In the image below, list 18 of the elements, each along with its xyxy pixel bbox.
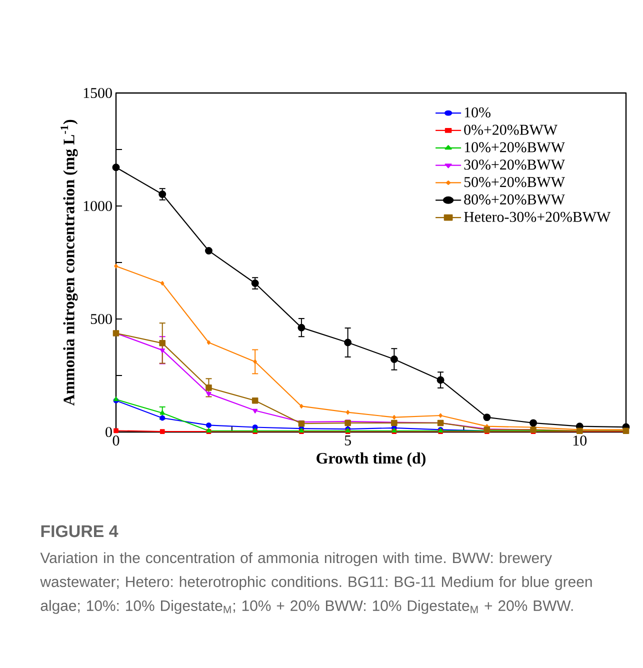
x-tick-label: 10 bbox=[573, 436, 587, 446]
legend-label: 0%+20%BWW bbox=[464, 124, 558, 135]
text: Variation in the concentration of ammonia nitrogen with time. BWW: brewery wastewater; Hetero: heterotrophic conditions. BG11: BG-11 Medium for blue green algae; 10%: 10% Digestate$_{M}$; 10% + 20% BWW: 10% Digestate$_{M}$ + 20% BWW. bbox=[40, 552, 592, 614]
legend-label: Hetero-30%+20%BWW bbox=[464, 212, 611, 222]
y-tick-label: 0 bbox=[106, 426, 112, 438]
x-tick-label: 0 bbox=[112, 436, 120, 446]
legend-label: 10%+20%BWW bbox=[464, 142, 565, 152]
x-tick-label: 5 bbox=[344, 436, 351, 446]
x-axis-title: Growth time (d) bbox=[316, 452, 426, 467]
legend-label: 50%+20%BWW bbox=[464, 177, 565, 188]
legend-label: 80%+20%BWW bbox=[464, 194, 565, 205]
y-tick-label: 500 bbox=[90, 314, 112, 324]
legend-label: 30%+20%BWW bbox=[464, 160, 565, 170]
legend-label: 10% bbox=[464, 107, 490, 118]
y-tick-label: 1000 bbox=[84, 200, 112, 212]
y-tick-label: 1500 bbox=[84, 88, 112, 98]
text: FIGURE 4 bbox=[41, 525, 118, 538]
y-axis-title: Ammonia nitrogen concentration (mg L$^{-1}$) bbox=[60, 120, 78, 406]
